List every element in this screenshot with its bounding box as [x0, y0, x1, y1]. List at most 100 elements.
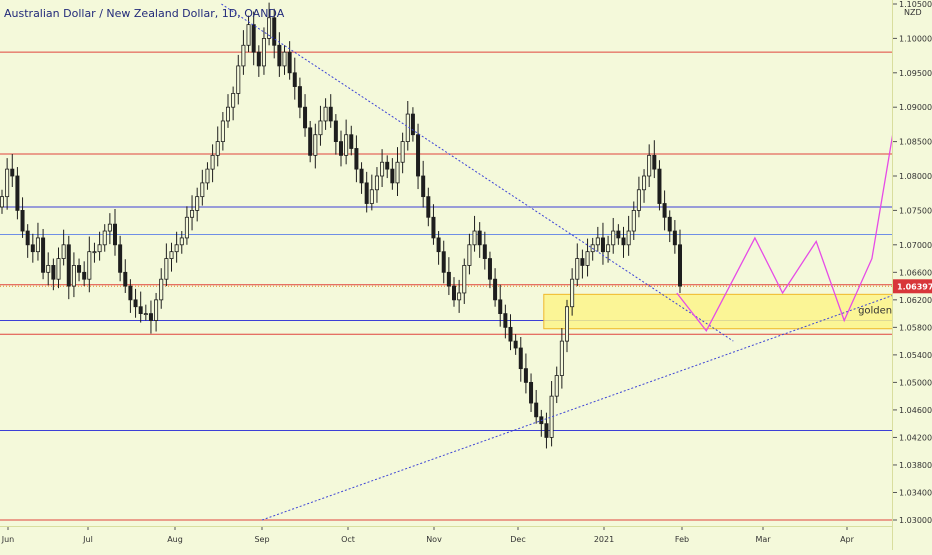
time-tick-label: Oct: [341, 535, 355, 544]
candle-124: [636, 176, 641, 218]
candle-body: [395, 161, 400, 184]
candle-body: [565, 306, 570, 342]
price-axis[interactable]: 1.10500 1.10000 1.09500 1.09000 1.08500 1.080…: [892, 0, 932, 550]
candle-body: [154, 299, 159, 321]
candle-61: [313, 123, 318, 169]
candle-body: [436, 237, 441, 253]
candle-66: [338, 130, 343, 167]
candle-88: [451, 277, 456, 307]
candle-body: [657, 168, 662, 204]
candle-20: [102, 224, 107, 252]
candle-body: [344, 134, 349, 156]
candle-body: [282, 51, 287, 67]
candle-36: [184, 206, 189, 245]
candle-54: [277, 32, 282, 77]
candle-body: [606, 244, 611, 253]
candle-body: [621, 237, 626, 246]
candle-body: [77, 265, 82, 273]
candle-body: [349, 134, 354, 149]
candle-21: [107, 213, 112, 245]
candle-body: [559, 340, 564, 376]
candle-4: [20, 197, 25, 238]
candle-132: [678, 229, 683, 293]
candle-body: [595, 237, 600, 246]
candle-body: [303, 106, 308, 129]
candle-body: [5, 168, 10, 198]
candle-90: [462, 258, 467, 304]
candle-body: [575, 258, 580, 280]
candle-12: [61, 229, 66, 266]
trendlines: [221, 3, 900, 521]
candle-74: [380, 149, 385, 188]
candle-96: [493, 268, 498, 307]
trendline-1: [261, 292, 900, 521]
candle-body: [580, 258, 585, 266]
current-price-badge: [893, 279, 932, 294]
candle-126: [647, 144, 652, 188]
candle-120: [616, 224, 621, 245]
candle-114: [585, 238, 590, 277]
candle-body: [0, 196, 4, 208]
price-tick-label: 1.10500: [899, 0, 932, 9]
time-axis-svg: Jun Jul Aug Sep Oct Nov Dec 2021 Feb Mar Apr: [1, 527, 855, 544]
candle-body: [354, 148, 359, 170]
time-axis[interactable]: Jun Jul Aug Sep Oct Nov Dec 2021 Feb Mar Apr: [0, 526, 892, 551]
candle-body: [451, 285, 456, 301]
candle-23: [118, 235, 123, 282]
candle-body: [493, 278, 498, 301]
candle-body: [169, 251, 174, 259]
candle-110: [565, 299, 570, 353]
candle-body: [25, 230, 30, 246]
candle-body: [308, 127, 313, 156]
price-tick-label: 1.09500: [899, 69, 932, 78]
candle-body: [477, 230, 482, 246]
candle-body: [457, 292, 462, 301]
candle-body: [82, 271, 87, 280]
candle-body: [97, 244, 102, 253]
candle-56: [287, 41, 292, 80]
trendline-0: [221, 3, 734, 342]
price-tick-label: 1.09000: [899, 103, 932, 112]
candle-77: [395, 147, 400, 196]
candle-body: [133, 299, 138, 308]
candle-body: [385, 161, 390, 170]
candle-body: [179, 237, 184, 246]
candle-78: [400, 132, 405, 174]
candle-body: [662, 203, 667, 218]
candle-body: [600, 237, 605, 253]
candle-85: [436, 231, 441, 265]
candle-101: [518, 336, 523, 382]
candle-body: [374, 175, 379, 191]
candle-11: [56, 247, 61, 289]
candle-body: [318, 120, 323, 136]
candle-40: [205, 162, 210, 190]
candle-body: [380, 161, 385, 177]
time-tick-label: Aug: [167, 535, 183, 544]
candle-body: [251, 24, 256, 53]
candle-body: [498, 299, 503, 314]
candle-48: [246, 15, 251, 53]
candle-131: [672, 220, 677, 254]
candle-body: [15, 175, 20, 211]
candle-32: [164, 243, 169, 287]
candle-89: [457, 279, 462, 313]
candle-3: [15, 167, 20, 220]
candle-body: [616, 230, 621, 239]
candle-body: [35, 237, 40, 253]
candle-body: [544, 423, 549, 438]
price-tick-label: 1.03800: [899, 461, 932, 470]
candle-31: [159, 268, 164, 309]
candle-body: [631, 209, 636, 232]
candle-body: [277, 44, 282, 67]
time-tick-label: Sep: [254, 535, 269, 544]
candle-body: [287, 51, 292, 74]
candle-body: [292, 72, 297, 87]
candle-body: [225, 106, 230, 122]
candle-body: [10, 168, 15, 177]
candle-15: [77, 258, 82, 282]
candle-127: [652, 140, 657, 179]
candle-100: [513, 334, 518, 355]
candle-64: [328, 94, 333, 128]
